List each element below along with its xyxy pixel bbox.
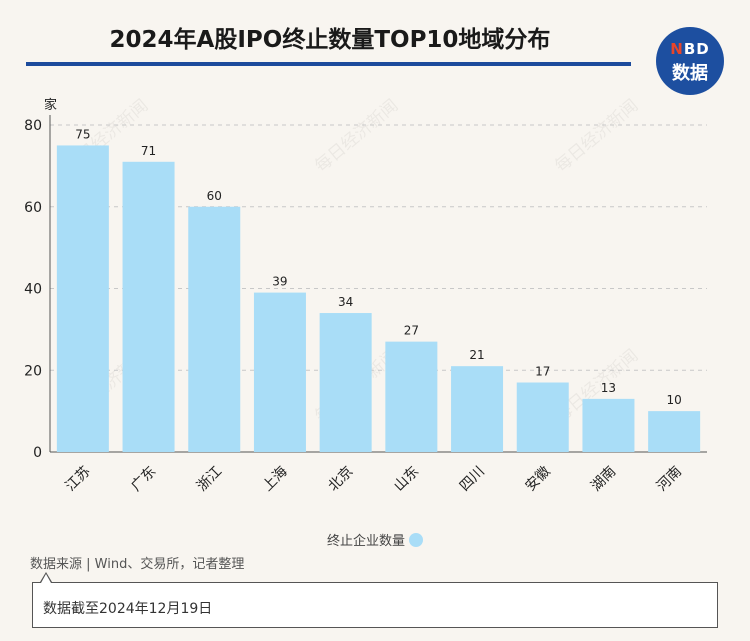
- bar: [253, 292, 306, 452]
- bar: [188, 206, 241, 452]
- note-box: 数据截至2024年12月19日: [32, 582, 718, 628]
- data-label: 27: [404, 324, 419, 338]
- bar: [648, 411, 701, 452]
- x-tick-label: 山东: [391, 464, 422, 495]
- bar: [516, 382, 569, 452]
- bar: [582, 398, 635, 452]
- data-label: 60: [207, 189, 222, 203]
- title-underline: [26, 62, 631, 66]
- x-tick-label: 河南: [654, 464, 685, 495]
- bar: [56, 145, 109, 452]
- data-label: 34: [338, 295, 353, 309]
- data-label: 13: [601, 381, 616, 395]
- y-tick-label: 20: [24, 363, 42, 379]
- x-tick-label: 上海: [260, 464, 291, 495]
- legend: 终止企业数量: [0, 530, 750, 549]
- data-label: 17: [535, 365, 550, 379]
- data-source: 数据来源 | Wind、交易所，记者整理: [30, 557, 245, 572]
- y-tick-label: 0: [33, 445, 42, 461]
- bar: [385, 341, 438, 452]
- data-label: 75: [75, 127, 90, 141]
- logo-letters-bd: BD: [683, 40, 710, 58]
- legend-label: 终止企业数量: [326, 534, 405, 549]
- y-tick-label: 60: [24, 200, 42, 216]
- y-axis-unit: 家: [44, 98, 58, 113]
- logo-letter-n: N: [670, 40, 684, 58]
- nbd-logo: NBD 数据: [656, 27, 724, 95]
- watermark-text: 每日经济新闻: [551, 96, 642, 177]
- y-tick-label: 80: [24, 118, 42, 134]
- legend-swatch: [409, 533, 423, 547]
- data-label: 21: [469, 348, 484, 362]
- x-tick-label: 湖南: [588, 464, 619, 495]
- note-text: 数据截至2024年12月19日: [43, 601, 213, 617]
- bar: [451, 366, 504, 452]
- data-label: 71: [141, 144, 156, 158]
- bar: [319, 313, 372, 452]
- chart-title: 2024年A股IPO终止数量TOP10地域分布: [109, 27, 551, 53]
- x-tick-label: 四川: [457, 464, 488, 495]
- bar-chart: 每日经济新闻每日经济新闻每日经济新闻每日经济新闻每日经济新闻每日经济新闻每日经济…: [24, 96, 707, 495]
- x-tick-label: 安徽: [522, 464, 553, 495]
- data-label: 39: [272, 275, 287, 289]
- watermark-text: 每日经济新闻: [311, 96, 402, 177]
- x-tick-label: 北京: [325, 464, 356, 495]
- y-tick-label: 40: [24, 282, 42, 298]
- bar: [122, 161, 175, 452]
- x-tick-label: 江苏: [63, 464, 94, 495]
- x-tick-label: 浙江: [194, 464, 225, 495]
- x-tick-label: 广东: [128, 464, 159, 495]
- logo-text: 数据: [672, 63, 708, 84]
- data-label: 10: [667, 393, 682, 407]
